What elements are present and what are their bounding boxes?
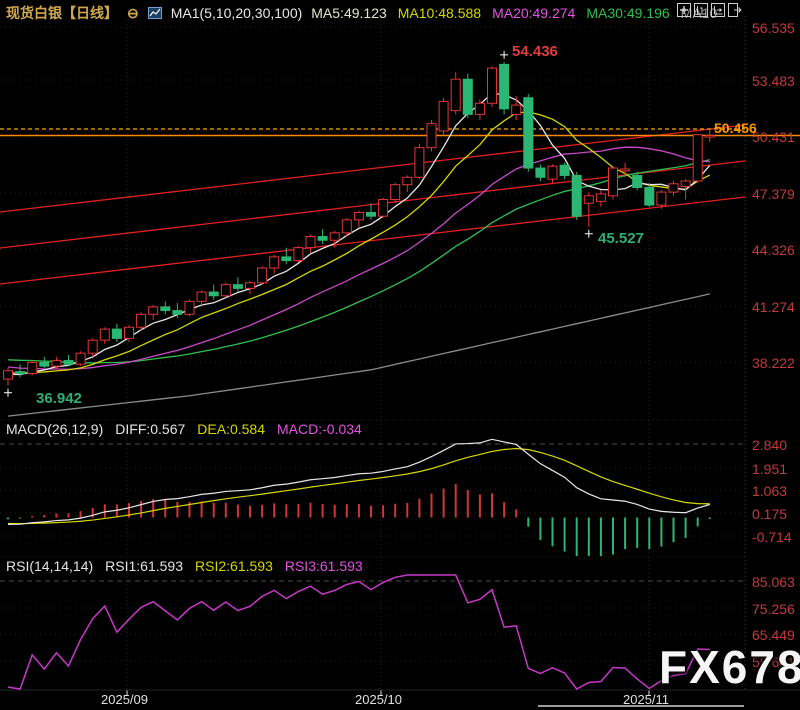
rsi-axis-label: 75.256 xyxy=(752,601,795,617)
rsi-axis-label: 85.063 xyxy=(752,574,795,590)
titlebar: 现货白银【日线】 ⊖ MA1(5,10,20,30,100) MA5:49.12… xyxy=(6,3,717,23)
toolbar xyxy=(677,3,742,17)
rsi3-label: RSI3:61.593 xyxy=(284,558,363,574)
ma-value-label: MA10:48.588 xyxy=(397,5,482,21)
macd-axis-label: 0.175 xyxy=(752,506,788,522)
low-annotation: 45.527 xyxy=(598,230,644,247)
ma-values: MA5:49.123 MA10:48.588 MA20:49.274 MA30:49.… xyxy=(311,5,717,21)
macd-value-label: MACD:-0.034 xyxy=(277,421,362,437)
rsi-axis-label: 65.449 xyxy=(752,627,795,643)
ma-settings-label[interactable]: MA1(5,10,20,30,100) xyxy=(170,5,303,21)
price-axis-label: 50.431 xyxy=(752,129,795,145)
macd-name-label[interactable]: MACD(26,12,9) xyxy=(6,421,104,437)
rsi-header: RSI(14,14,14) RSI1:61.593 RSI2:61.593 RS… xyxy=(6,558,363,574)
ma-value-label: MA20:49.274 xyxy=(492,5,576,21)
rsi2-label: RSI2:61.593 xyxy=(195,558,273,574)
symbol-title[interactable]: 现货白银【日线】 xyxy=(6,5,118,21)
current-price-tag: 50.456 xyxy=(714,120,757,136)
price-axis-label: 56.535 xyxy=(752,20,795,36)
macd-dea-label: DEA:0.584 xyxy=(197,421,266,437)
y-axis-settings-icon[interactable] xyxy=(694,3,708,17)
macd-axis-label: 1.951 xyxy=(752,461,788,477)
ma-value-label: MA30:49.196 xyxy=(586,5,670,21)
watermark: FX678 xyxy=(659,641,800,693)
rsi-name-label[interactable]: RSI(14,14,14) xyxy=(6,558,94,574)
rsi1-label: RSI1:61.593 xyxy=(105,558,184,574)
ma-value-label: MA5:49.123 xyxy=(311,5,387,21)
macd-diff-label: DIFF:0.567 xyxy=(115,421,186,437)
macd-header: MACD(26,12,9) DIFF:0.567 DEA:0.584 MACD:… xyxy=(6,421,362,437)
high-annotation: 54.436 xyxy=(512,43,558,60)
price-axis-label: 47.379 xyxy=(752,186,795,202)
macd-axis-label: 2.840 xyxy=(752,437,788,453)
collapse-icon[interactable]: ⊖ xyxy=(127,4,139,21)
ma-value-label: MA10 xyxy=(680,5,718,21)
x-axis-label: 2025/09 xyxy=(101,692,148,707)
price-axis-label: 41.274 xyxy=(752,299,795,315)
move-tool-icon[interactable] xyxy=(677,3,691,17)
mini-chart-icon[interactable] xyxy=(147,6,162,20)
start-low-annotation: 36.942 xyxy=(36,390,82,407)
price-axis-label: 38.222 xyxy=(752,355,795,371)
x-axis-settings-icon[interactable] xyxy=(711,3,725,17)
macd-axis-label: -0.714 xyxy=(752,529,792,545)
price-axis-label: 53.483 xyxy=(752,73,795,89)
price-axis-label: 44.326 xyxy=(752,242,795,258)
detach-window-icon[interactable] xyxy=(728,3,742,17)
x-axis-label: 2025/10 xyxy=(355,692,402,707)
x-axis-label: 2025/11 xyxy=(623,692,670,707)
macd-axis-label: 1.063 xyxy=(752,483,788,499)
rsi-axis-label: 55.641 xyxy=(752,654,795,670)
